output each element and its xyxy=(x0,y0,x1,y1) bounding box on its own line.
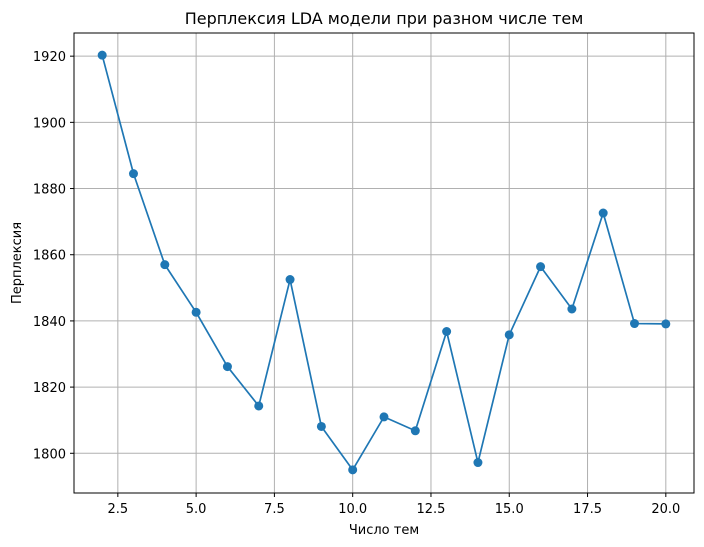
y-tick-label: 1880 xyxy=(33,183,66,198)
data-point xyxy=(285,275,295,285)
data-point xyxy=(630,319,640,329)
x-tick-label: 7.5 xyxy=(264,502,285,517)
y-tick-label: 1900 xyxy=(33,116,66,131)
data-point xyxy=(222,362,232,372)
data-point xyxy=(348,465,358,475)
data-point xyxy=(128,169,138,179)
axis-ticks: 2.5 5.0 7.5 10.0 12.5 15.0 17.5 20.0 1800 1820 184… xyxy=(33,50,680,517)
x-axis-label: Число тем xyxy=(349,523,419,538)
data-point xyxy=(379,412,389,422)
data-point xyxy=(567,304,577,314)
plot-area-frame xyxy=(73,32,695,494)
data-point xyxy=(504,330,514,340)
data-point xyxy=(97,50,107,60)
x-tick-label: 17.5 xyxy=(573,502,602,517)
x-tick-label: 5.0 xyxy=(186,502,207,517)
data-point xyxy=(191,307,201,317)
x-tick-label: 15.0 xyxy=(495,502,524,517)
data-point xyxy=(661,319,671,329)
y-tick-label: 1840 xyxy=(33,315,66,330)
series-layer xyxy=(97,50,671,475)
y-tick-label: 1860 xyxy=(33,249,66,264)
x-tick-label: 10.0 xyxy=(338,502,367,517)
chart-title: Перплексия LDA модели при разном числе т… xyxy=(185,9,584,28)
data-point xyxy=(160,260,170,270)
data-point xyxy=(410,426,420,436)
y-tick-label: 1800 xyxy=(33,447,66,462)
y-tick-label: 1920 xyxy=(33,50,66,65)
x-tick-label: 20.0 xyxy=(651,502,680,517)
series-line xyxy=(101,54,666,471)
grid xyxy=(74,33,694,493)
data-point xyxy=(536,262,546,272)
x-tick-label: 2.5 xyxy=(107,502,128,517)
data-point xyxy=(254,401,264,411)
y-tick-label: 1820 xyxy=(33,381,66,396)
data-point xyxy=(442,327,452,337)
data-point xyxy=(598,208,608,218)
data-point xyxy=(473,458,483,468)
x-tick-label: 12.5 xyxy=(416,502,445,517)
data-point xyxy=(316,421,326,431)
y-axis-label: Перплексия xyxy=(10,222,25,304)
